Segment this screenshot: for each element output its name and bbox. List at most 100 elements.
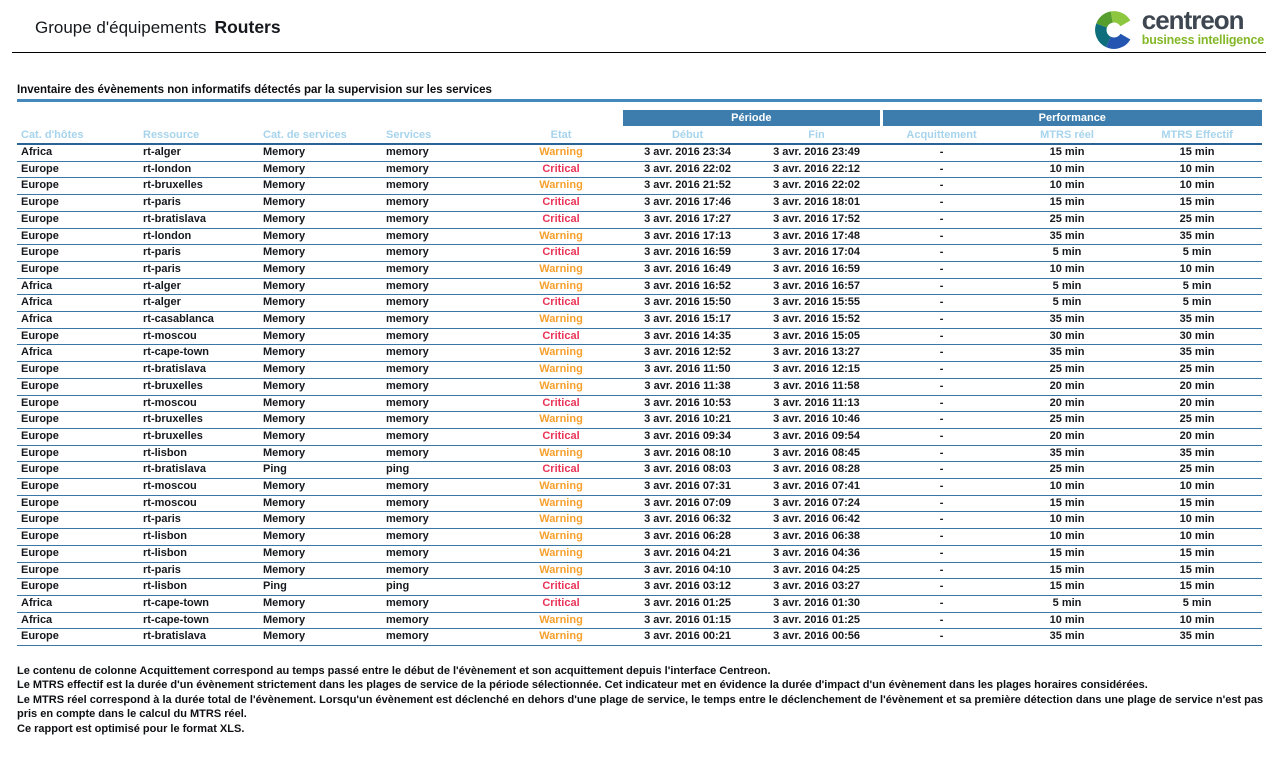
mtrs-effective-cell: 5 min: [1132, 244, 1263, 262]
mtrs-real-cell: 35 min: [1002, 344, 1133, 363]
service-cell: memory: [382, 344, 499, 363]
service-cell: ping: [382, 461, 499, 480]
service-cell: memory: [382, 311, 499, 329]
host-category-cell: Europe: [17, 244, 139, 262]
host-category-cell: Europe: [17, 395, 139, 413]
mtrs-effective-cell: 30 min: [1132, 328, 1263, 346]
service-cell: memory: [382, 144, 499, 162]
table-row: Africa rt-cape-town Memory memory Warning 3 a…: [17, 612, 1263, 630]
centreon-logo: centreon business intelligence: [1092, 7, 1264, 52]
ack-cell: -: [881, 361, 1003, 379]
mtrs-real-cell: 35 min: [1002, 445, 1133, 463]
start-cell: 3 avr. 2016 16:49: [623, 261, 753, 279]
mtrs-real-cell: 30 min: [1002, 328, 1133, 346]
service-category-cell: Memory: [259, 244, 382, 262]
service-category-cell: Memory: [259, 562, 382, 580]
mtrs-effective-cell: 10 min: [1132, 261, 1263, 279]
state-cell: Warning: [499, 378, 624, 396]
start-cell: 3 avr. 2016 15:17: [623, 311, 753, 329]
start-cell: 3 avr. 2016 22:02: [623, 161, 753, 179]
resource-cell: rt-cape-town: [139, 344, 259, 363]
column-header-resource: Ressource: [139, 126, 259, 145]
page-title-prefix: Groupe d'équipements: [35, 18, 207, 37]
state-cell: Warning: [499, 278, 624, 296]
mtrs-effective-cell: 35 min: [1132, 344, 1263, 363]
end-cell: 3 avr. 2016 22:12: [752, 161, 882, 179]
mtrs-effective-cell: 25 min: [1132, 211, 1263, 229]
resource-cell: rt-moscou: [139, 478, 259, 496]
service-cell: memory: [382, 328, 499, 346]
end-cell: 3 avr. 2016 15:52: [752, 311, 882, 329]
resource-cell: rt-bratislava: [139, 361, 259, 379]
host-category-cell: Europe: [17, 211, 139, 229]
state-cell: Critical: [499, 161, 624, 179]
state-cell: Warning: [499, 628, 624, 647]
mtrs-real-cell: 5 min: [1002, 244, 1133, 262]
start-cell: 3 avr. 2016 16:59: [623, 244, 753, 262]
start-cell: 3 avr. 2016 16:52: [623, 278, 753, 296]
ack-cell: -: [881, 244, 1003, 262]
end-cell: 3 avr. 2016 11:13: [752, 395, 882, 413]
centreon-logo-icon: [1094, 11, 1131, 49]
service-cell: memory: [382, 177, 499, 196]
state-cell: Warning: [499, 562, 624, 580]
service-cell: memory: [382, 294, 499, 313]
end-cell: 3 avr. 2016 09:54: [752, 428, 882, 446]
column-header-mtrs-real: MTRS réel: [1002, 126, 1133, 145]
service-cell: memory: [382, 495, 499, 513]
mtrs-real-cell: 25 min: [1002, 211, 1133, 229]
start-cell: 3 avr. 2016 04:10: [623, 562, 753, 580]
service-category-cell: Memory: [259, 344, 382, 363]
state-cell: Warning: [499, 445, 624, 463]
start-cell: 3 avr. 2016 12:52: [623, 344, 753, 363]
state-cell: Warning: [499, 361, 624, 379]
column-header-end: Fin: [752, 126, 882, 145]
mtrs-effective-cell: 10 min: [1132, 161, 1263, 179]
ack-cell: -: [881, 278, 1003, 296]
service-category-cell: Memory: [259, 411, 382, 429]
host-category-cell: Africa: [17, 612, 139, 630]
host-category-cell: Africa: [17, 278, 139, 296]
end-cell: 3 avr. 2016 07:41: [752, 478, 882, 496]
group-header-spacer: [17, 110, 623, 126]
mtrs-real-cell: 5 min: [1002, 595, 1133, 613]
ack-cell: -: [881, 628, 1003, 647]
service-category-cell: Memory: [259, 428, 382, 446]
host-category-cell: Europe: [17, 628, 139, 647]
host-category-cell: Europe: [17, 495, 139, 513]
resource-cell: rt-moscou: [139, 328, 259, 346]
footnote: Le contenu de colonne Acquittement corre…: [17, 665, 771, 677]
service-cell: memory: [382, 395, 499, 413]
logo-tagline: business intelligence: [1141, 33, 1264, 47]
service-category-cell: Memory: [259, 595, 382, 613]
section-title: Inventaire des évènements non informatif…: [17, 84, 492, 96]
mtrs-effective-cell: 35 min: [1132, 445, 1263, 463]
end-cell: 3 avr. 2016 11:58: [752, 378, 882, 396]
state-cell: Critical: [499, 461, 624, 480]
service-category-cell: Memory: [259, 328, 382, 346]
resource-cell: rt-london: [139, 228, 259, 246]
mtrs-real-cell: 15 min: [1002, 562, 1133, 580]
host-category-cell: Europe: [17, 194, 139, 212]
mtrs-real-cell: 35 min: [1002, 311, 1133, 329]
table-row: Europe rt-london Memory memory Warning 3 avr.…: [17, 228, 1263, 246]
mtrs-real-cell: 15 min: [1002, 545, 1133, 563]
ack-cell: -: [881, 428, 1003, 446]
service-category-cell: Memory: [259, 211, 382, 229]
end-cell: 3 avr. 2016 16:59: [752, 261, 882, 279]
column-header-start: Début: [623, 126, 753, 145]
mtrs-real-cell: 10 min: [1002, 528, 1133, 546]
end-cell: 3 avr. 2016 03:27: [752, 578, 882, 596]
host-category-cell: Africa: [17, 294, 139, 313]
mtrs-effective-cell: 10 min: [1132, 612, 1263, 630]
end-cell: 3 avr. 2016 23:49: [752, 144, 882, 162]
state-cell: Warning: [499, 177, 624, 196]
service-cell: memory: [382, 278, 499, 296]
host-category-cell: Africa: [17, 144, 139, 162]
start-cell: 3 avr. 2016 04:21: [623, 545, 753, 563]
mtrs-real-cell: 5 min: [1002, 294, 1133, 313]
end-cell: 3 avr. 2016 08:28: [752, 461, 882, 480]
start-cell: 3 avr. 2016 14:35: [623, 328, 753, 346]
end-cell: 3 avr. 2016 18:01: [752, 194, 882, 212]
section-title-underline: [17, 99, 1262, 102]
